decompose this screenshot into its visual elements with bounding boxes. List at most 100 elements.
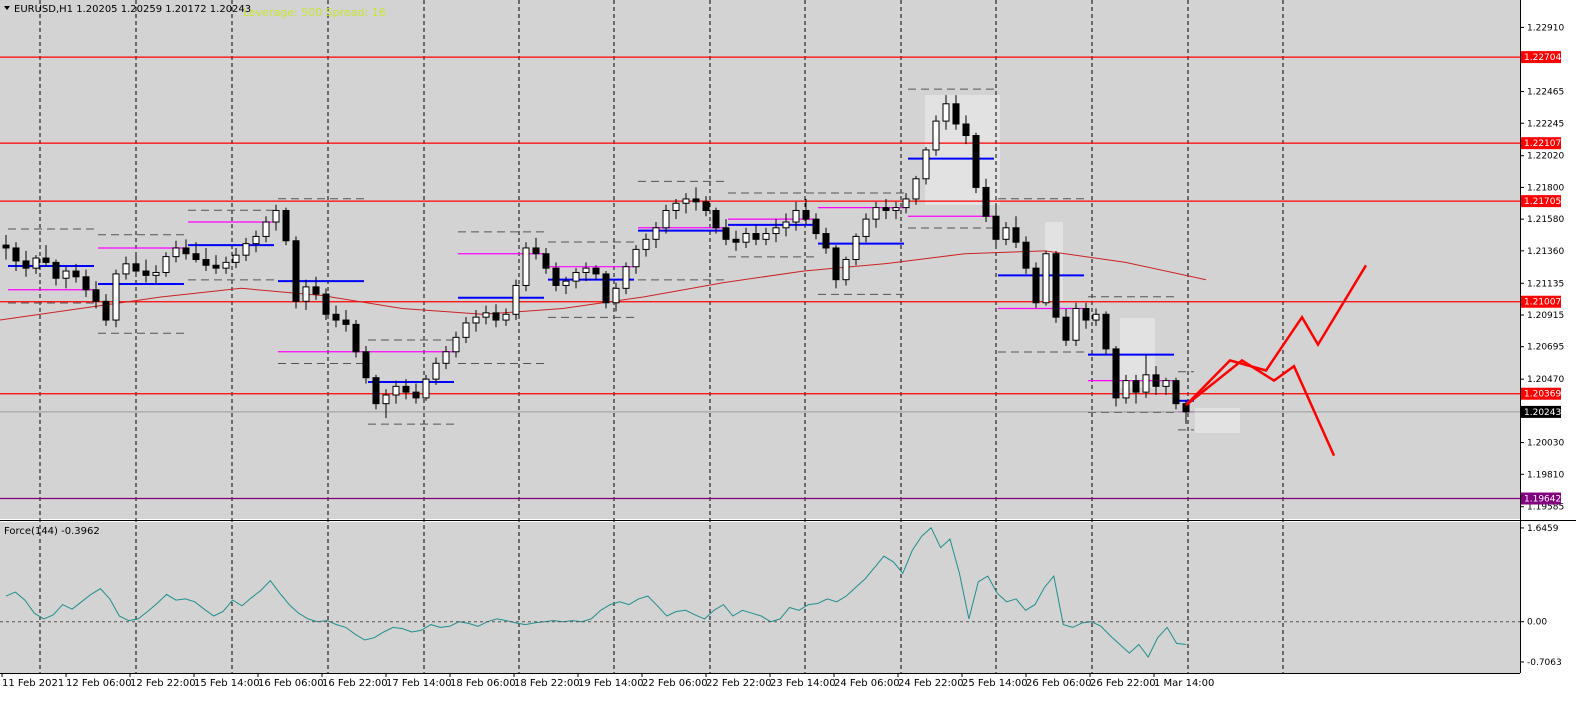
candle-body xyxy=(522,247,530,286)
candle-body xyxy=(1102,313,1110,350)
candle-body xyxy=(1122,380,1130,399)
candle-body xyxy=(852,235,860,260)
candle-body xyxy=(242,243,250,256)
candle-body xyxy=(1092,313,1100,321)
candle-body xyxy=(82,276,90,291)
candle-body xyxy=(62,270,70,279)
x-tick-label: 24 Feb 22:00 xyxy=(898,678,964,689)
candle-body xyxy=(722,227,730,240)
candle-body xyxy=(472,316,480,324)
candle-body xyxy=(292,240,300,302)
candle-body xyxy=(212,264,220,269)
indicator-area[interactable] xyxy=(0,522,1520,673)
horizontal-levels[interactable] xyxy=(0,56,1520,500)
candle-body xyxy=(1012,227,1020,243)
candle-body xyxy=(362,351,370,379)
dropdown-triangle-icon[interactable] xyxy=(4,6,10,10)
level-label-text: 1.21705 xyxy=(1524,197,1561,207)
candlesticks xyxy=(2,95,1190,424)
candle-body xyxy=(12,247,20,262)
x-tick-label: 18 Feb 22:00 xyxy=(514,678,580,689)
candle-body xyxy=(2,244,10,249)
candle-body xyxy=(172,247,180,258)
level-label-text: 1.19642 xyxy=(1524,495,1561,505)
y-tick-label: 1.20695 xyxy=(1527,343,1564,353)
projection-lines[interactable] xyxy=(1185,264,1368,457)
candle-body xyxy=(752,233,760,240)
y-tick-label: 1.20470 xyxy=(1527,375,1564,385)
projection-path[interactable] xyxy=(1185,358,1336,457)
leverage-label: Leverage: 500 Spread: 16 xyxy=(243,6,386,19)
candle-body xyxy=(112,273,120,321)
candle-body xyxy=(892,207,900,211)
candle-body xyxy=(652,227,660,240)
candle-body xyxy=(702,201,710,211)
candle-body xyxy=(332,313,340,321)
shade-box xyxy=(1120,318,1155,388)
candle-body xyxy=(682,198,690,204)
candle-body xyxy=(872,207,880,220)
candle-body xyxy=(372,377,380,405)
candle-body xyxy=(712,209,720,229)
candle-body xyxy=(912,178,920,200)
y-tick-label: 1.21135 xyxy=(1527,279,1564,289)
candle-body xyxy=(982,186,990,217)
candle-body xyxy=(32,257,40,269)
main-chart-area[interactable] xyxy=(0,0,1520,519)
level-label-text: 1.22107 xyxy=(1524,139,1561,149)
level-label-box xyxy=(1521,295,1561,308)
session-levels xyxy=(8,157,1194,413)
x-tick-label: 12 Feb 22:00 xyxy=(130,678,196,689)
y-tick-label: 1.22245 xyxy=(1527,119,1564,129)
y-tick-label: 1.21800 xyxy=(1527,183,1564,193)
projection-path[interactable] xyxy=(1185,264,1368,406)
x-tick-label: 1 Mar 14:00 xyxy=(1154,678,1214,689)
candle-body xyxy=(482,312,490,318)
candle-body xyxy=(352,323,360,353)
candle-body xyxy=(462,322,470,338)
candle-body xyxy=(532,247,540,255)
candle-body xyxy=(742,233,750,243)
candle-body xyxy=(122,263,130,275)
candle-body xyxy=(162,256,170,273)
force-index-line xyxy=(5,526,1187,658)
x-tick-label: 19 Feb 14:00 xyxy=(578,678,644,689)
x-tick-label: 22 Feb 06:00 xyxy=(642,678,708,689)
candle-body xyxy=(582,267,590,273)
y-tick-label: 1.20915 xyxy=(1527,311,1564,321)
level-label-text: 1.21007 xyxy=(1524,298,1561,308)
candle-body xyxy=(562,280,570,286)
candle-body xyxy=(202,259,210,266)
level-label-box xyxy=(1521,195,1561,208)
candle-body xyxy=(272,209,280,223)
candle-body xyxy=(632,248,640,268)
candle-body xyxy=(802,209,810,220)
candle-body xyxy=(572,271,580,282)
x-tick-label: 24 Feb 06:00 xyxy=(834,678,900,689)
candle-body xyxy=(622,266,630,289)
candle-body xyxy=(52,261,60,279)
dashed-pivot-levels xyxy=(8,88,1194,431)
candle-body xyxy=(152,271,160,276)
candle-body xyxy=(592,267,600,275)
level-label-text: 1.22704 xyxy=(1524,53,1561,63)
candle-body xyxy=(492,312,500,321)
price-axis[interactable]: 1.22910 1.22465 1.22245 1.22020 1.21800 1.215… xyxy=(1520,23,1564,513)
candle-body xyxy=(382,394,390,405)
candle-body xyxy=(22,260,30,269)
y-tick-label: 1.19585 xyxy=(1527,503,1564,513)
x-tick-label: 16 Feb 22:00 xyxy=(322,678,388,689)
candle-body xyxy=(822,233,830,249)
candle-body xyxy=(502,313,510,321)
candle-body xyxy=(282,209,290,242)
candle-body xyxy=(312,286,320,295)
level-label-text: 1.20369 xyxy=(1524,390,1561,400)
level-price-labels: 1.22704 1.22107 1.21705 1.21007 1.20369 1.196… xyxy=(1521,51,1561,505)
candle-body xyxy=(812,218,820,235)
x-tick-label: 12 Feb 06:00 xyxy=(66,678,132,689)
candle-body xyxy=(402,385,410,393)
candle-body xyxy=(552,267,560,286)
